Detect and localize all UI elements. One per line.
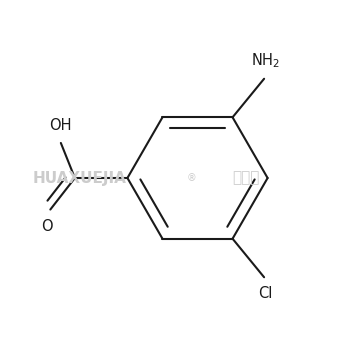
Text: 化学加: 化学加 [233, 171, 260, 185]
Text: NH$_2$: NH$_2$ [251, 51, 280, 70]
Text: Cl: Cl [258, 286, 273, 301]
Text: O: O [41, 219, 53, 234]
Text: OH: OH [49, 118, 71, 133]
Text: ®: ® [187, 173, 197, 183]
Text: HUAXUEJIA: HUAXUEJIA [33, 171, 127, 185]
